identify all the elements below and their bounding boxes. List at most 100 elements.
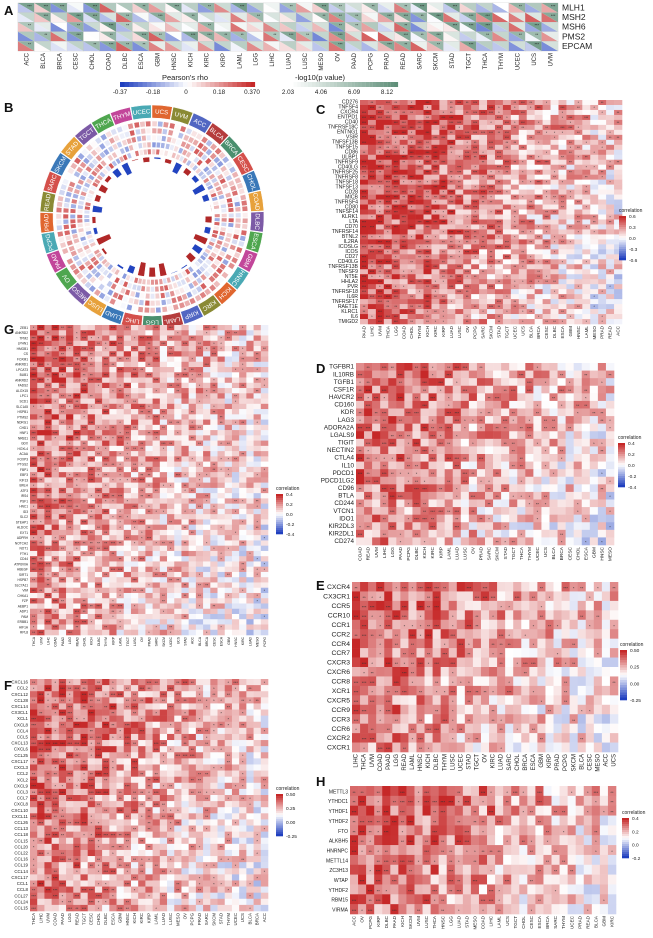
heat-cell xyxy=(375,139,385,146)
heat-cell xyxy=(542,219,551,225)
col-label: LUAD xyxy=(449,325,454,338)
heat-cell xyxy=(415,289,424,295)
heat-cell xyxy=(367,304,377,310)
heat-cell xyxy=(376,657,385,668)
heat-cell xyxy=(439,144,448,151)
p-triangle xyxy=(230,22,248,32)
heat-cell xyxy=(399,104,408,111)
heat-cell xyxy=(509,416,518,424)
rho-triangle xyxy=(247,12,264,23)
sig-star: ** xyxy=(383,494,387,499)
sig-star: * xyxy=(403,151,405,155)
col-label: HNSC xyxy=(172,52,178,70)
sig-star: *** xyxy=(378,280,383,284)
heat-cell xyxy=(614,239,623,245)
sig-star: *** xyxy=(433,220,438,224)
heat-cell xyxy=(606,104,615,111)
heat-cell xyxy=(550,219,559,225)
heat-cell xyxy=(407,229,416,235)
heat-cell xyxy=(423,194,432,200)
heat-cell xyxy=(471,284,480,290)
heat-cell xyxy=(439,159,448,166)
rho-triangle xyxy=(476,31,493,42)
heat-cell xyxy=(533,370,542,379)
panel-letter-h: H xyxy=(316,774,325,789)
heat-cell xyxy=(606,119,615,126)
heat-cell xyxy=(431,224,440,230)
heat-cell xyxy=(463,199,472,205)
sig-star: ** xyxy=(386,131,389,135)
heat-cell xyxy=(391,234,400,240)
sig-star: ** xyxy=(553,280,556,284)
sig-star: *** xyxy=(402,614,407,619)
heat-cell xyxy=(360,164,369,170)
heat-cell xyxy=(415,124,424,131)
track-cell xyxy=(72,237,81,245)
p-triangle xyxy=(247,22,264,32)
inner-bar xyxy=(100,247,108,256)
heat-cell xyxy=(493,416,502,424)
heat-cell xyxy=(529,638,538,649)
heat-cell xyxy=(468,469,478,478)
heat-cell xyxy=(494,104,504,111)
track-cell xyxy=(86,193,94,199)
legend-tick: -0.4 xyxy=(628,485,637,491)
heat-cell xyxy=(423,154,432,161)
heat-cell xyxy=(372,522,381,531)
heat-cell xyxy=(582,154,591,161)
heat-cell xyxy=(598,304,607,310)
track-cell xyxy=(214,147,223,156)
track-cell xyxy=(140,285,146,292)
sig-star: ** xyxy=(367,365,371,370)
p-triangle xyxy=(492,3,509,13)
track-cell xyxy=(130,136,137,144)
row-label: CSF1R xyxy=(333,386,354,393)
heat-cell xyxy=(526,269,535,275)
p-triangle xyxy=(198,41,215,51)
heat-cell xyxy=(510,199,520,205)
heat-cell xyxy=(553,638,562,649)
heat-cell xyxy=(380,370,389,379)
heat-cell xyxy=(415,119,424,126)
heat-cell xyxy=(518,109,528,116)
heat-cell xyxy=(542,119,551,126)
sig-star: ** xyxy=(367,524,371,529)
sig-star: * xyxy=(490,210,492,214)
heat-cell xyxy=(542,179,551,185)
sig-star: *** xyxy=(366,388,371,393)
heat-cell xyxy=(582,279,591,285)
heat-cell xyxy=(455,179,464,185)
heat-cell xyxy=(557,454,566,462)
inner-bar xyxy=(91,205,103,214)
heat-cell xyxy=(391,154,400,161)
heat-cell xyxy=(444,446,454,455)
heat-cell xyxy=(566,319,575,325)
sig-star: * xyxy=(498,111,500,115)
p-triangle xyxy=(312,22,329,32)
heat-cell xyxy=(565,438,574,447)
rho-triangle xyxy=(247,31,264,42)
heat-cell xyxy=(510,169,520,175)
sig-star: *** xyxy=(175,4,180,8)
heat-cell xyxy=(545,638,554,649)
heat-cell xyxy=(558,174,567,180)
track-cell xyxy=(228,243,237,252)
heat-cell xyxy=(356,491,365,500)
sig-star: * xyxy=(468,642,470,647)
sig-star: *** xyxy=(406,411,411,416)
heat-cell xyxy=(468,507,478,515)
row-label: PDCD1LG2 xyxy=(321,477,355,484)
sig-star: *** xyxy=(441,116,446,120)
heat-cell xyxy=(545,648,554,658)
heat-cell xyxy=(518,104,528,111)
sig-star: *** xyxy=(505,166,510,170)
heat-cell xyxy=(463,189,472,195)
heat-cell xyxy=(471,124,480,131)
heat-cell xyxy=(549,514,558,523)
heat-cell xyxy=(452,416,462,424)
sig-star: *** xyxy=(511,388,516,393)
heat-cell xyxy=(574,124,583,131)
p-triangle xyxy=(214,31,231,42)
rho-triangle xyxy=(361,31,378,42)
heat-cell xyxy=(598,204,607,210)
